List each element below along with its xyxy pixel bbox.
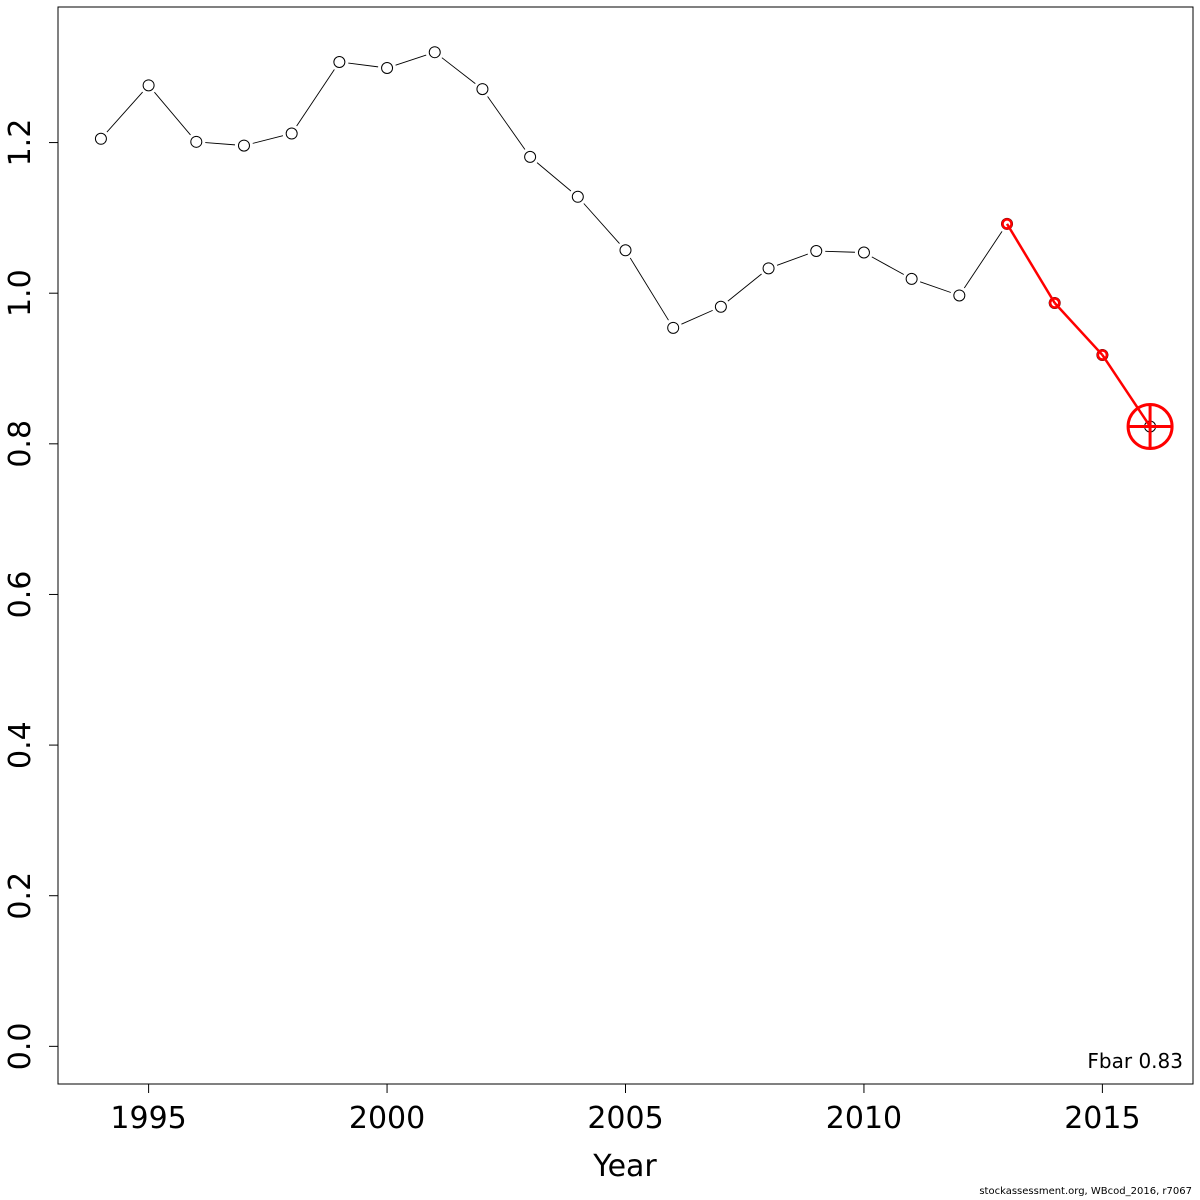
series-layer <box>94 46 1157 433</box>
data-point <box>571 190 584 203</box>
y-tick-label: 0.6 <box>3 571 38 619</box>
series-line-segment <box>395 54 427 66</box>
plot-frame <box>57 6 1194 1085</box>
series-line-segment <box>154 91 191 136</box>
series-line-segment <box>871 256 904 275</box>
series-line-segment <box>252 135 284 144</box>
x-tick-label: 2015 <box>1064 1101 1140 1136</box>
projection-point <box>1096 349 1109 361</box>
series-line-segment <box>681 309 713 325</box>
series-line-segment <box>919 281 951 293</box>
data-point <box>905 272 918 285</box>
series-line-segment <box>727 273 762 302</box>
data-point <box>857 246 870 259</box>
data-point <box>237 139 250 152</box>
data-point <box>190 135 203 148</box>
data-point <box>94 132 107 145</box>
projection-line-segment <box>1053 302 1104 356</box>
data-point <box>810 245 823 258</box>
series-line-segment <box>106 91 143 133</box>
data-point <box>142 79 155 92</box>
projection-point <box>1048 297 1061 309</box>
x-tick-label: 1995 <box>110 1101 186 1136</box>
y-axis: 0.0 0.2 0.4 0.6 0.8 1.0 1.2 <box>3 119 58 1070</box>
y-tick-label: 1.0 <box>3 269 38 317</box>
series-line-segment <box>536 162 572 192</box>
x-axis: 1995 2000 2005 2010 2015 <box>110 1084 1141 1136</box>
y-tick-label: 0.4 <box>3 721 38 769</box>
x-tick-label: 2010 <box>826 1101 902 1136</box>
projection-line-segment <box>1005 223 1056 304</box>
fbar-annotation: Fbar 0.83 <box>1087 1049 1183 1073</box>
data-point <box>953 289 966 302</box>
y-tick-label: 0.2 <box>3 872 38 920</box>
data-point <box>428 46 441 59</box>
y-tick-label: 0.0 <box>3 1022 38 1070</box>
series-line-segment <box>776 253 808 266</box>
highlight-layer <box>1126 403 1174 451</box>
data-point <box>333 55 346 68</box>
series-line-segment <box>963 231 1003 289</box>
x-tick-label: 2000 <box>349 1101 425 1136</box>
data-point <box>762 262 775 275</box>
series-line-segment <box>629 257 669 321</box>
data-point <box>714 300 727 313</box>
series-line-segment <box>583 203 620 244</box>
data-point <box>381 62 394 75</box>
series-line-segment <box>825 250 855 253</box>
x-axis-label: Year <box>592 1149 657 1184</box>
y-tick-label: 1.2 <box>3 119 38 167</box>
projection-line-segment <box>1101 354 1152 428</box>
data-point <box>667 321 680 334</box>
series-line-segment <box>441 57 476 84</box>
data-point <box>476 83 489 96</box>
x-tick-label: 2005 <box>587 1101 663 1136</box>
series-line-segment <box>296 69 335 127</box>
y-tick-label: 0.8 <box>3 420 38 468</box>
data-point <box>524 150 537 163</box>
series-line-segment <box>487 96 526 150</box>
series-line-segment <box>348 62 379 68</box>
series-line-segment <box>205 142 236 146</box>
data-point <box>285 127 298 140</box>
footer-note: stockassessment.org, WBcod_2016, r7067 <box>979 1186 1192 1197</box>
data-point <box>619 244 632 257</box>
projection-point <box>1001 218 1013 230</box>
